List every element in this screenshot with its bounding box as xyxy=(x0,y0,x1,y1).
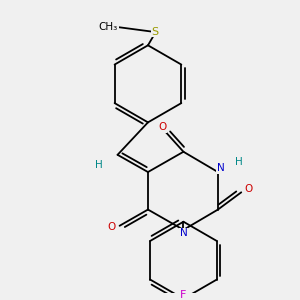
Text: H: H xyxy=(235,157,243,167)
Text: O: O xyxy=(108,222,116,232)
Text: N: N xyxy=(180,229,187,238)
Text: O: O xyxy=(245,184,253,194)
Text: O: O xyxy=(158,122,166,132)
Text: CH₃: CH₃ xyxy=(99,22,118,32)
Text: N: N xyxy=(217,163,225,173)
Text: H: H xyxy=(95,160,103,170)
Text: S: S xyxy=(152,27,159,37)
Text: F: F xyxy=(180,290,187,300)
